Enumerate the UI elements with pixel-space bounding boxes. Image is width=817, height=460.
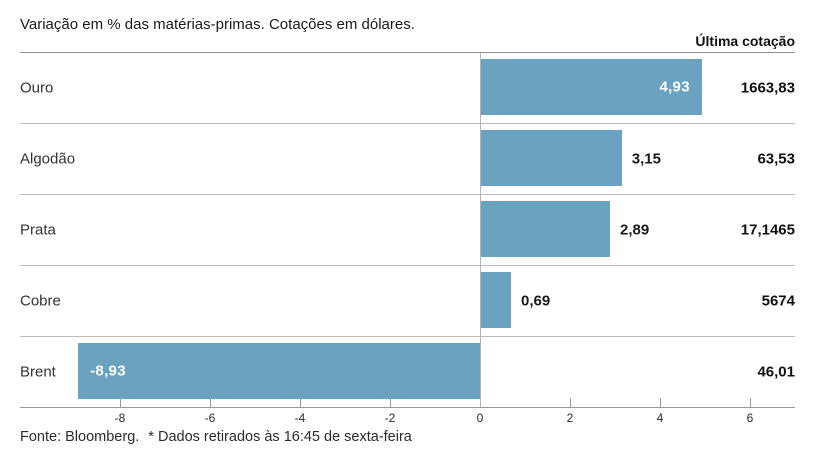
last-quote-value: 5674: [761, 292, 795, 309]
x-axis-tick-label: -6: [204, 411, 216, 425]
last-quote-column-header: Última cotação: [695, 33, 795, 49]
x-axis-tick-label: 2: [566, 411, 574, 425]
zero-axis-line: [480, 53, 481, 407]
chart-row: Ouro 4,93 1663,83: [20, 52, 795, 123]
x-axis-tick-label: 0: [476, 411, 484, 425]
chart-row: Cobre 0,69 5674: [20, 265, 795, 336]
bar-value-label: 4,93: [659, 78, 690, 96]
bar-value-label: 0,69: [521, 292, 551, 309]
value-bar: [480, 201, 611, 257]
chart-row: Prata 2,89 17,1465: [20, 194, 795, 265]
category-label: Prata: [20, 221, 56, 238]
x-axis-line: [20, 407, 795, 408]
value-bar: -8,93: [78, 343, 480, 399]
chart-title: Variação em % das matérias-primas. Cotaç…: [20, 16, 415, 33]
value-bar: [480, 130, 622, 186]
bar-value-label: -8,93: [90, 362, 126, 380]
source-text: Fonte: Bloomberg.: [20, 429, 140, 445]
chart-row: Algodão 3,15 63,53: [20, 123, 795, 194]
x-axis-tick-label: -2: [384, 411, 396, 425]
category-label: Algodão: [20, 150, 76, 167]
chart-rows: Ouro 4,93 1663,83 Algodão 3,15 63,53 Prata 2,89…: [20, 52, 795, 407]
source-note: Fonte: Bloomberg. * Dados retirados às 16…: [20, 429, 412, 445]
x-axis-tick-label: 6: [746, 411, 754, 425]
x-axis-tick-label: -4: [294, 411, 306, 425]
footnote-text: * Dados retirados às 16:45 de sexta-feir…: [148, 429, 412, 445]
row-separator-line: [20, 336, 795, 337]
last-quote-value: 17,1465: [740, 221, 795, 238]
header-separator-line: [20, 52, 795, 53]
last-quote-value: 46,01: [757, 363, 795, 380]
value-bar: 4,93: [480, 59, 702, 115]
category-label: Brent: [20, 363, 56, 380]
row-separator-line: [20, 123, 795, 124]
last-quote-value: 1663,83: [740, 79, 795, 96]
chart-row: Brent -8,93 46,01: [20, 336, 795, 407]
x-axis-tick-label: -8: [114, 411, 126, 425]
category-label: Ouro: [20, 79, 54, 96]
x-axis-tick-label: 4: [656, 411, 664, 425]
category-label: Cobre: [20, 292, 61, 309]
last-quote-value: 63,53: [757, 150, 795, 167]
bar-value-label: 2,89: [620, 221, 650, 238]
row-separator-line: [20, 265, 795, 266]
row-separator-line: [20, 194, 795, 195]
bar-value-label: 3,15: [631, 150, 661, 167]
value-bar: [480, 272, 512, 328]
